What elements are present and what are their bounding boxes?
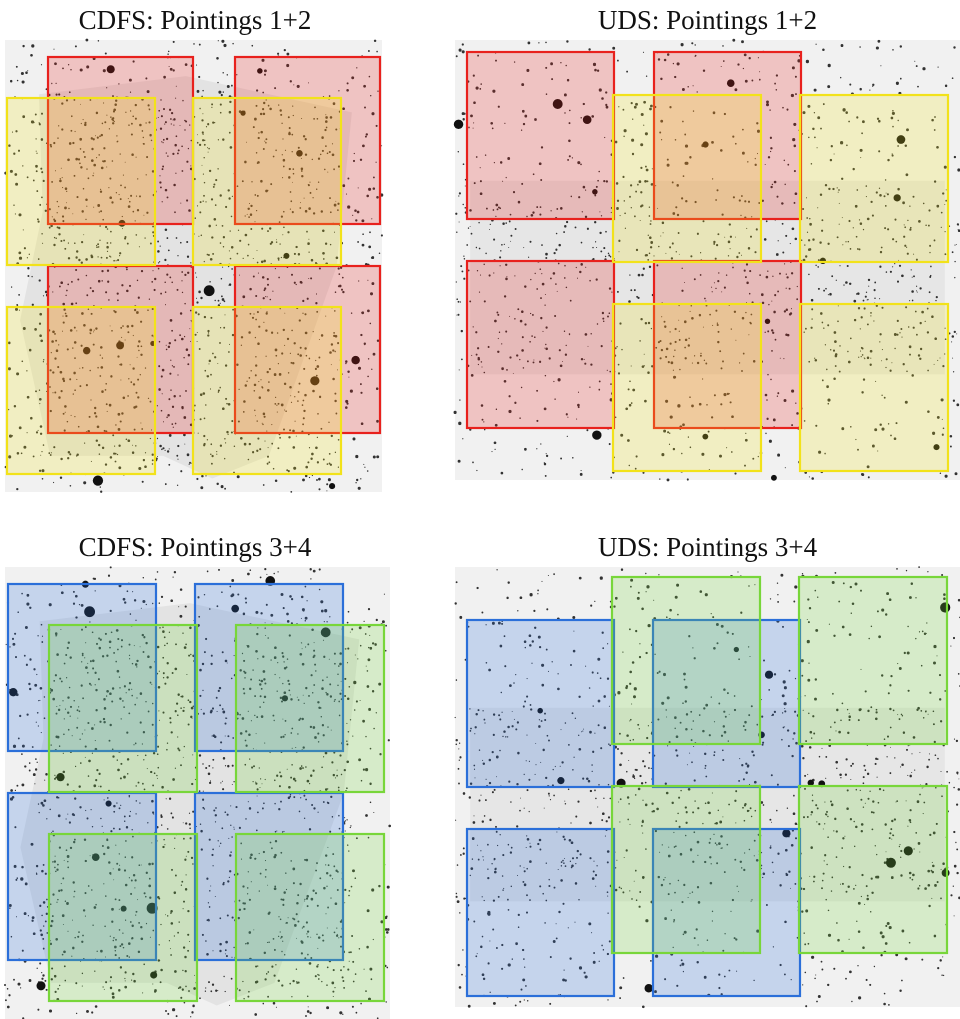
pointing-4-rect-2: [234, 623, 386, 794]
bright-source: [351, 355, 360, 365]
bright-source: [106, 65, 115, 74]
bright-source: [105, 800, 112, 807]
bright-source: [84, 606, 95, 618]
bright-source: [807, 779, 814, 787]
bright-source: [557, 777, 565, 785]
bright-source: [328, 483, 336, 490]
bright-source: [9, 687, 18, 697]
bright-source: [36, 981, 46, 991]
pointing-3-footprints: [465, 618, 802, 998]
pointing-4-rect-3: [47, 832, 199, 1003]
panel-title: CDFS: Pointings 3+4: [78, 532, 312, 562]
pointing-4-footprints: [610, 575, 949, 955]
bright-source: [885, 857, 896, 868]
bright-source: [702, 141, 709, 148]
bright-source: [592, 430, 602, 440]
bright-source: [702, 433, 709, 440]
pointing-1-rect-4: [652, 259, 803, 430]
pointing-3-rect-3: [465, 827, 616, 998]
bright-source: [552, 99, 563, 109]
pointing-1-rect-2: [652, 50, 803, 221]
bright-source: [453, 119, 464, 130]
pointing-1-rect-1: [46, 55, 195, 226]
bright-source: [91, 853, 100, 862]
bright-source: [281, 695, 289, 702]
bright-source: [296, 150, 303, 157]
bright-source: [770, 474, 777, 481]
pointing-4-rect-1: [610, 575, 762, 746]
pointing-3-rect-1: [6, 582, 158, 753]
pointing-3-rect-4: [651, 827, 802, 998]
panel-title: UDS: Pointings 1+2: [597, 5, 818, 35]
bright-source: [592, 189, 598, 195]
bright-source: [893, 194, 901, 202]
field-image: [4, 38, 384, 493]
bright-source: [764, 670, 774, 679]
pointing-1-footprints: [465, 50, 803, 430]
pointing-1-rect-2: [233, 55, 382, 226]
bright-source: [231, 604, 240, 613]
pointing-2-rect-2: [798, 93, 950, 264]
bright-source: [146, 902, 158, 914]
pointing-3-rect-2: [651, 618, 802, 789]
pointing-2-rect-4: [798, 302, 950, 473]
pointing-4-rect-4: [234, 832, 386, 1003]
field-image: [3, 566, 392, 1019]
bright-source: [733, 646, 739, 653]
pointing-1-rect-1: [465, 50, 616, 221]
pointing-4-footprints: [47, 623, 386, 1003]
pointing-1-rect-3: [465, 259, 616, 430]
pointing-1-footprints: [46, 55, 382, 435]
bright-source: [896, 135, 906, 144]
pointing-3-rect-3: [6, 791, 158, 962]
panel-title: CDFS: Pointings 1+2: [78, 5, 312, 35]
pointing-4-rect-4: [797, 784, 949, 955]
bright-source: [320, 627, 331, 638]
pointing-3-rect-2: [193, 582, 345, 753]
field-image: [453, 38, 960, 482]
bright-source: [116, 341, 125, 350]
pointing-2-rect-4: [191, 305, 343, 476]
pointing-2-rect-1: [5, 96, 157, 267]
deep-coverage-region: [470, 180, 945, 375]
bright-source: [582, 115, 592, 125]
pointing-2-footprints: [5, 96, 343, 476]
field-image: [454, 566, 960, 1009]
pointing-4-rect-2: [797, 575, 949, 746]
bright-source: [537, 707, 543, 714]
pointing-3-rect-1: [465, 618, 616, 789]
pointing-2-rect-2: [191, 96, 343, 267]
bright-source: [203, 285, 215, 297]
pointing-2-rect-3: [5, 305, 157, 476]
bright-source: [240, 110, 246, 116]
pointing-2-footprints: [611, 93, 950, 473]
panel-title: UDS: Pointings 3+4: [597, 532, 818, 562]
bright-source: [56, 772, 65, 782]
pointing-2-rect-3: [611, 302, 763, 473]
bright-source: [933, 444, 940, 451]
bright-source: [283, 252, 290, 259]
bright-source: [903, 846, 913, 856]
pointing-4-rect-1: [47, 623, 199, 794]
bright-source: [726, 79, 735, 88]
deep-coverage-region: [20, 603, 360, 1006]
pointing-4-rect-3: [610, 784, 762, 955]
bright-source: [257, 68, 263, 74]
bright-source: [764, 318, 771, 324]
bright-source: [92, 475, 104, 486]
bright-source: [782, 829, 791, 838]
pointing-1-rect-4: [233, 264, 382, 435]
deep-coverage-region: [20, 76, 352, 479]
pointing-2-rect-1: [611, 93, 763, 264]
pointing-3-footprints: [6, 582, 345, 962]
bright-source: [82, 346, 91, 355]
bright-source: [120, 905, 127, 912]
pointing-3-rect-4: [193, 791, 345, 962]
bright-source: [310, 376, 320, 386]
bright-source: [644, 983, 654, 993]
bright-source: [150, 971, 158, 979]
pointing-1-rect-3: [46, 264, 195, 435]
